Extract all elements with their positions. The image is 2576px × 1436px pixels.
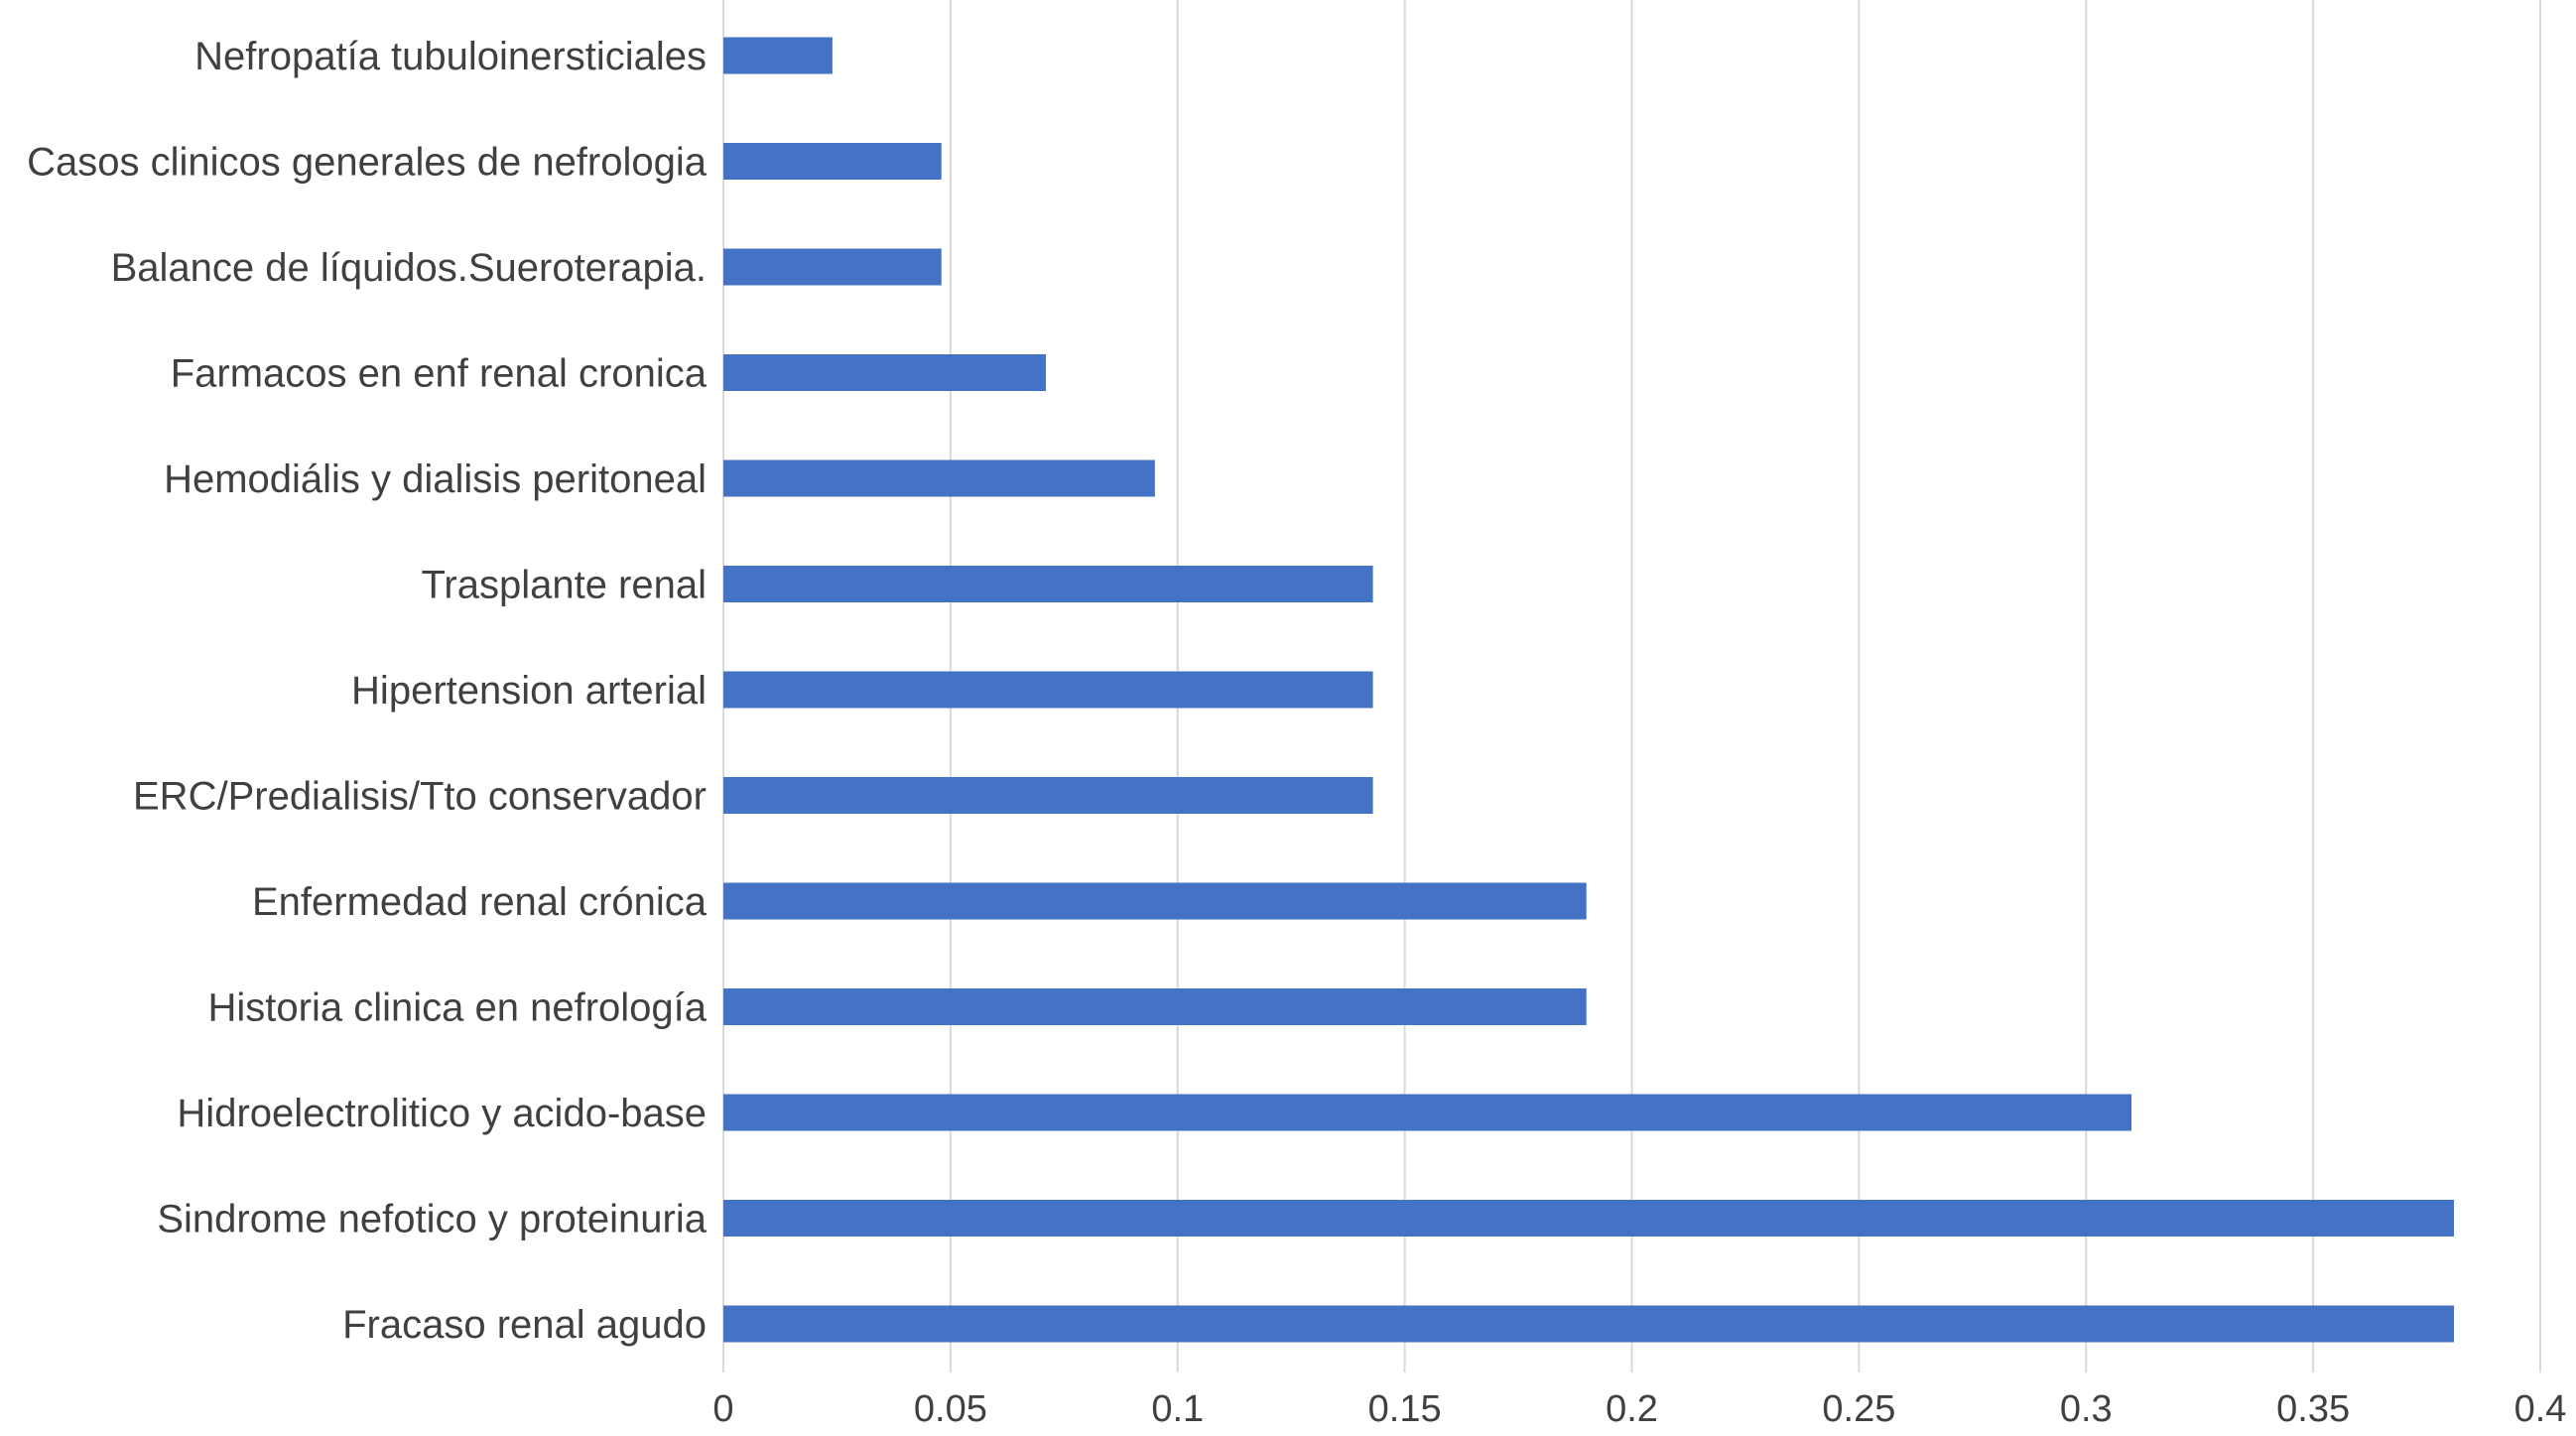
- category-label: Hidroelectrolitico y acido-base: [177, 1092, 707, 1135]
- bar: [723, 671, 1373, 709]
- x-tick-label: 0.4: [2514, 1388, 2567, 1430]
- category-labels: Nefropatía tubuloinersticiales Casos clin…: [27, 35, 708, 1347]
- category-label: Balance de líquidos.Sueroterapia.: [111, 246, 707, 290]
- x-tick-label: 0.15: [1368, 1388, 1442, 1430]
- x-tick-label: 0.1: [1151, 1388, 1204, 1430]
- category-label: Fracaso renal agudo: [342, 1303, 707, 1347]
- x-tick-label: 0.2: [1606, 1388, 1658, 1430]
- bar: [723, 566, 1373, 602]
- x-tick-label: 0.05: [914, 1388, 987, 1430]
- bar: [723, 777, 1373, 814]
- bar: [723, 354, 1047, 391]
- category-label: Sindrome nefotico y proteinuria: [157, 1198, 707, 1241]
- category-label: Hemodiális y dialisis peritoneal: [164, 457, 707, 501]
- x-tick-label: 0.25: [1822, 1388, 1895, 1430]
- bar: [723, 1094, 2132, 1131]
- bar: [723, 988, 1587, 1025]
- bar: [723, 143, 942, 180]
- category-label: Nefropatía tubuloinersticiales: [194, 35, 707, 78]
- bar: [723, 882, 1587, 920]
- x-tick-label: 0.35: [2276, 1388, 2350, 1430]
- category-label: ERC/Predialisis/Tto conservador: [133, 775, 707, 819]
- category-label: Hipertension arterial: [351, 669, 707, 713]
- category-label: Enfermedad renal crónica: [252, 880, 708, 924]
- category-label: Trasplante renal: [421, 564, 707, 607]
- bar: [723, 1305, 2455, 1343]
- x-tick-label: 0: [712, 1388, 733, 1430]
- gridlines: [722, 0, 2541, 1372]
- x-tick-label: 0.3: [2060, 1388, 2113, 1430]
- bar: [723, 37, 833, 74]
- x-axis-tick-labels: 0 0.05 0.1 0.15 0.2 0.25 0.3 0.35 0.4: [712, 1388, 2566, 1430]
- category-label: Historia clinica en nefrología: [208, 986, 708, 1030]
- bars: [723, 37, 2455, 1343]
- category-label: Farmacos en enf renal cronica: [171, 352, 708, 396]
- bar: [723, 1200, 2455, 1237]
- bar: [723, 248, 942, 286]
- category-label: Casos clinicos generales de nefrologia: [27, 141, 708, 185]
- bar: [723, 459, 1155, 497]
